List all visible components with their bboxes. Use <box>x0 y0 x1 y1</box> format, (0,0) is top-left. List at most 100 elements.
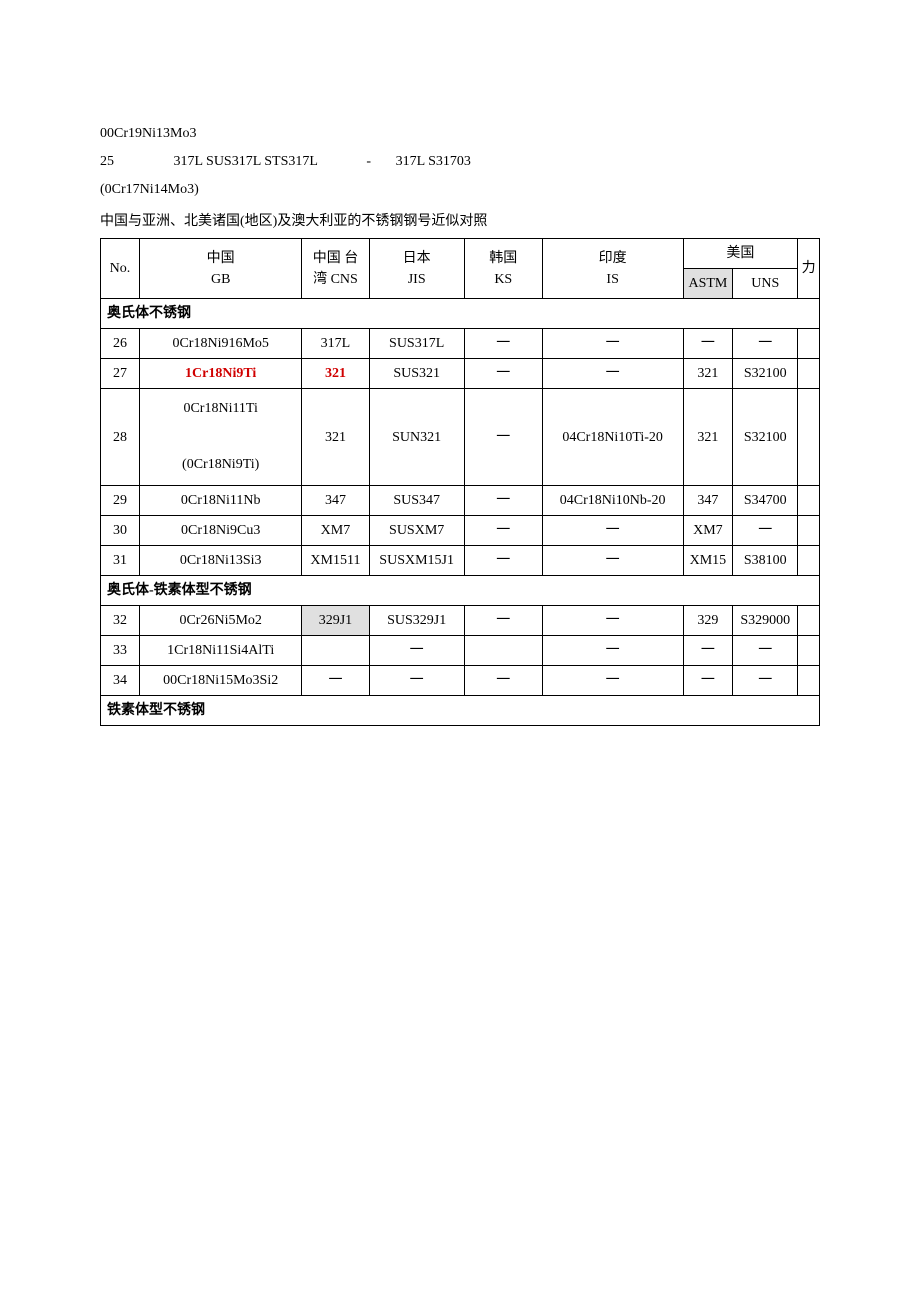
pre-line-2-right: 317L S31703 <box>396 154 471 169</box>
cell-last <box>798 606 820 636</box>
pre-line-3: (0Cr17Ni14Mo3) <box>100 176 820 204</box>
header-korea-ks: 韩国KS <box>464 239 542 299</box>
cell-uns: 一 <box>733 636 798 666</box>
cell-astm: 347 <box>683 486 733 516</box>
cell-is: 一 <box>542 666 683 696</box>
pre-line-2-mid: 317L SUS317L STS317L <box>174 154 318 169</box>
cell-is: 一 <box>542 516 683 546</box>
cell-gb: 0Cr18Ni13Si3 <box>139 546 301 576</box>
section-row-2: 奥氏体-铁素体型不锈钢 <box>101 576 820 606</box>
cell-astm: XM15 <box>683 546 733 576</box>
cell-gb: 0Cr26Ni5Mo2 <box>139 606 301 636</box>
cell-ks: 一 <box>464 359 542 389</box>
cell-ks: 一 <box>464 389 542 486</box>
cell-cns: 321 <box>302 389 369 486</box>
pre-text-block: 00Cr19Ni13Mo3 25 317L SUS317L STS317L - … <box>100 120 820 204</box>
cell-last <box>798 359 820 389</box>
cell-ks: 一 <box>464 486 542 516</box>
comparison-table: No. 中国GB 中国 台湾 CNS 日本JIS 韩国KS 印度IS 美国 力 … <box>100 238 820 726</box>
cell-is: 一 <box>542 359 683 389</box>
cell-is: 04Cr18Ni10Ti-20 <box>542 389 683 486</box>
cell-last <box>798 636 820 666</box>
cell-jis: SUS317L <box>369 329 464 359</box>
table-row: 30 0Cr18Ni9Cu3 XM7 SUSXM7 一 一 XM7 一 <box>101 516 820 546</box>
header-japan-jis: 日本JIS <box>369 239 464 299</box>
header-taiwan-cns: 中国 台湾 CNS <box>302 239 369 299</box>
cell-no: 33 <box>101 636 140 666</box>
section-2-label: 奥氏体-铁素体型不锈钢 <box>101 576 820 606</box>
cell-last <box>798 486 820 516</box>
cell-cns: 317L <box>302 329 369 359</box>
cell-uns: 一 <box>733 666 798 696</box>
cell-is: 一 <box>542 606 683 636</box>
cell-uns: S38100 <box>733 546 798 576</box>
cell-last <box>798 389 820 486</box>
cell-astm: XM7 <box>683 516 733 546</box>
cell-cns: XM1511 <box>302 546 369 576</box>
table-row: 32 0Cr26Ni5Mo2 329J1 SUS329J1 一 一 329 S3… <box>101 606 820 636</box>
cell-astm: 一 <box>683 329 733 359</box>
cell-is: 一 <box>542 636 683 666</box>
cell-cns: XM7 <box>302 516 369 546</box>
cell-no: 28 <box>101 389 140 486</box>
cell-last <box>798 329 820 359</box>
cell-cns: 321 <box>302 359 369 389</box>
section-row-3: 铁素体型不锈钢 <box>101 696 820 726</box>
section-3-label: 铁素体型不锈钢 <box>101 696 820 726</box>
cell-jis: SUS347 <box>369 486 464 516</box>
header-astm: ASTM <box>683 269 733 299</box>
cell-ks <box>464 636 542 666</box>
cell-astm: 321 <box>683 389 733 486</box>
cell-ks: 一 <box>464 666 542 696</box>
section-row-1: 奥氏体不锈钢 <box>101 299 820 329</box>
section-1-label: 奥氏体不锈钢 <box>101 299 820 329</box>
cell-last <box>798 546 820 576</box>
cell-no: 26 <box>101 329 140 359</box>
cell-no: 29 <box>101 486 140 516</box>
cell-cns: 329J1 <box>302 606 369 636</box>
cell-uns: S34700 <box>733 486 798 516</box>
cell-no: 32 <box>101 606 140 636</box>
table-row: 28 0Cr18Ni11Ti(0Cr18Ni9Ti) 321 SUN321 一 … <box>101 389 820 486</box>
cell-jis: SUSXM15J1 <box>369 546 464 576</box>
cell-no: 34 <box>101 666 140 696</box>
cell-gb: 1Cr18Ni11Si4AlTi <box>139 636 301 666</box>
header-no: No. <box>101 239 140 299</box>
cell-astm: 329 <box>683 606 733 636</box>
cell-is: 04Cr18Ni10Nb-20 <box>542 486 683 516</box>
table-row: 27 1Cr18Ni9Ti 321 SUS321 一 一 321 S32100 <box>101 359 820 389</box>
cell-jis: SUSXM7 <box>369 516 464 546</box>
cell-no: 30 <box>101 516 140 546</box>
cell-cns: 一 <box>302 666 369 696</box>
cell-ks: 一 <box>464 606 542 636</box>
header-usa: 美国 <box>683 239 798 269</box>
pre-line-1: 00Cr19Ni13Mo3 <box>100 120 820 148</box>
table-row: 31 0Cr18Ni13Si3 XM1511 SUSXM15J1 一 一 XM1… <box>101 546 820 576</box>
pre-line-2: 25 317L SUS317L STS317L - 317L S31703 <box>100 148 820 176</box>
cell-gb: 0Cr18Ni9Cu3 <box>139 516 301 546</box>
header-last: 力 <box>798 239 820 299</box>
cell-no: 27 <box>101 359 140 389</box>
cell-jis: 一 <box>369 636 464 666</box>
cell-cns <box>302 636 369 666</box>
cell-astm: 一 <box>683 636 733 666</box>
header-uns: UNS <box>733 269 798 299</box>
cell-gb: 1Cr18Ni9Ti <box>139 359 301 389</box>
cell-ks: 一 <box>464 516 542 546</box>
cell-uns: S32100 <box>733 359 798 389</box>
cell-gb: 00Cr18Ni15Mo3Si2 <box>139 666 301 696</box>
cell-no: 31 <box>101 546 140 576</box>
cell-last <box>798 666 820 696</box>
table-row: 34 00Cr18Ni15Mo3Si2 一 一 一 一 一 一 <box>101 666 820 696</box>
cell-uns: S32100 <box>733 389 798 486</box>
cell-gb: 0Cr18Ni916Mo5 <box>139 329 301 359</box>
table-title: 中国与亚洲、北美诸国(地区)及澳大利亚的不锈钢钢号近似对照 <box>100 208 820 236</box>
table-row: 26 0Cr18Ni916Mo5 317L SUS317L 一 一 一 一 <box>101 329 820 359</box>
cell-gb: 0Cr18Ni11Nb <box>139 486 301 516</box>
cell-ks: 一 <box>464 329 542 359</box>
cell-gb: 0Cr18Ni11Ti(0Cr18Ni9Ti) <box>139 389 301 486</box>
cell-cns: 347 <box>302 486 369 516</box>
cell-jis: SUS329J1 <box>369 606 464 636</box>
header-row-1: No. 中国GB 中国 台湾 CNS 日本JIS 韩国KS 印度IS 美国 力 <box>101 239 820 269</box>
cell-jis: SUN321 <box>369 389 464 486</box>
